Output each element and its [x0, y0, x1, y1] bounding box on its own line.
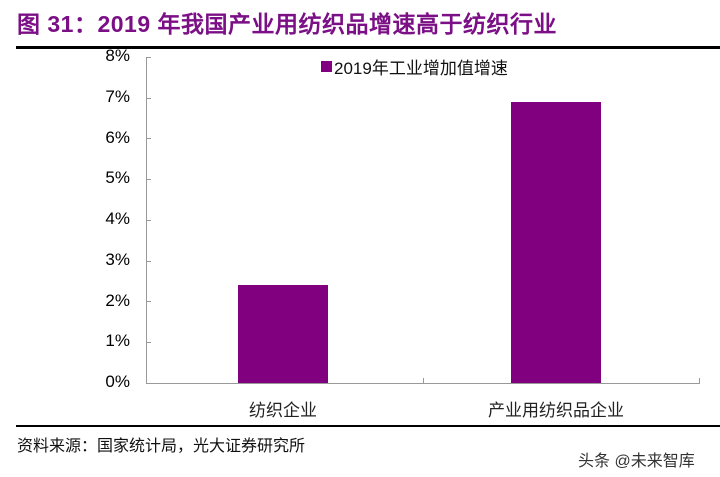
y-tick-label: 0% [105, 372, 130, 391]
legend-swatch-icon [321, 61, 332, 72]
y-tick-label: 4% [105, 209, 130, 228]
y-tick [146, 342, 151, 343]
top-rule [16, 46, 720, 49]
bar-industrial-textile-enterprises [511, 101, 601, 383]
y-tick [146, 98, 151, 99]
watermark: 头条 @未来智库 [578, 453, 695, 470]
source-note: 资料来源：国家统计局，光大证券研究所 [17, 436, 306, 455]
y-tick-label: 1% [105, 331, 130, 350]
y-tick [146, 220, 151, 221]
y-tick [146, 301, 151, 302]
y-tick [146, 57, 151, 58]
bottom-rule [16, 425, 720, 427]
y-tick-label: 8% [105, 46, 130, 65]
y-tick-label: 3% [105, 250, 130, 269]
y-tick [146, 261, 151, 262]
legend: 2019年工业增加值增速 [321, 54, 508, 79]
bar-textile-enterprises [238, 285, 328, 383]
y-tick [146, 138, 151, 139]
legend-label: 2019年工业增加值增速 [334, 59, 508, 78]
x-tick [423, 378, 424, 383]
y-tick-label: 2% [105, 291, 130, 310]
x-tick [699, 378, 700, 383]
y-tick [146, 179, 151, 180]
y-tick-label: 7% [105, 87, 130, 106]
y-tick-label: 6% [105, 128, 130, 147]
y-tick-label: 5% [105, 168, 130, 187]
x-label: 产业用纺织品企业 [488, 401, 624, 420]
x-label: 纺织企业 [249, 401, 317, 420]
x-axis [146, 383, 700, 384]
chart-title: 图 31：2019 年我国产业用纺织品增速高于纺织行业 [17, 11, 558, 37]
